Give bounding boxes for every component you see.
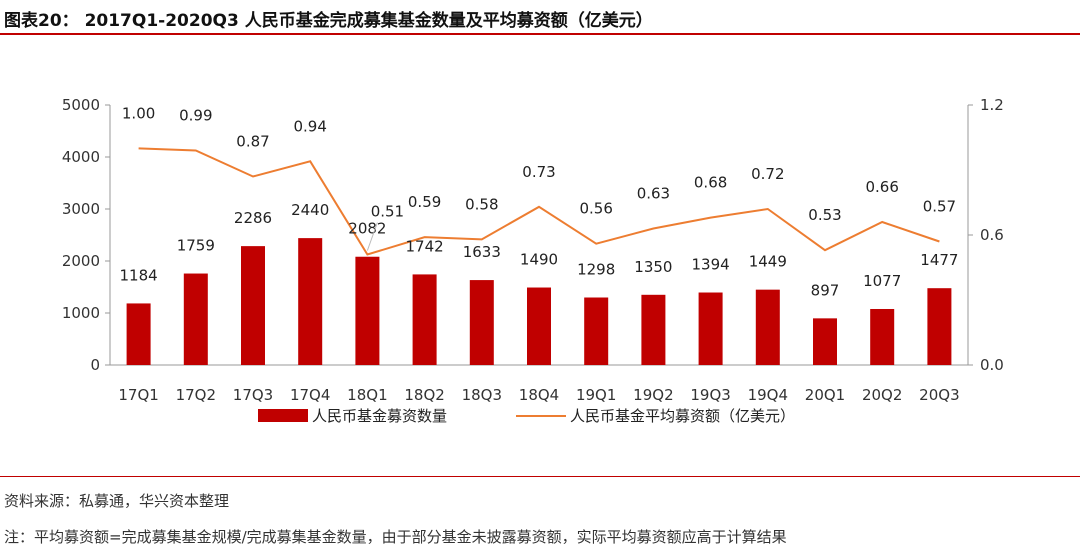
x-tick-label: 18Q4	[519, 386, 559, 404]
left-tick-label: 2000	[62, 252, 100, 270]
bar	[183, 273, 208, 365]
data-labels: 1184 1759 2286 2440 2082 1742 1633 1490 1298 1350…	[120, 104, 959, 299]
line-value-label: 0.53	[808, 206, 841, 224]
bar	[527, 287, 551, 365]
line-value-label: 0.94	[293, 117, 326, 135]
bar-value-label: 1350	[634, 258, 672, 276]
bar-value-label: 1633	[463, 243, 501, 261]
bar	[355, 256, 380, 365]
figure-title: 图表20： 2017Q1-2020Q3 人民币基金完成募集基金数量及平均募资额（…	[4, 11, 653, 31]
line-value-label: 1.00	[122, 104, 155, 122]
right-tick-label: 0.0	[980, 356, 1004, 374]
bar-value-label: 1077	[863, 272, 901, 290]
bar	[927, 288, 952, 365]
left-tick-label: 0	[90, 356, 100, 374]
bar	[412, 274, 437, 365]
right-tick-label: 0.6	[980, 226, 1004, 244]
legend-bar-label: 人民币基金募资数量	[312, 407, 447, 425]
left-tick-label: 3000	[62, 200, 100, 218]
bar-value-label: 1490	[520, 251, 558, 269]
line-value-label: 0.99	[179, 107, 212, 125]
label-leader-line	[366, 222, 378, 251]
bar-value-label: 2440	[291, 201, 329, 219]
legend-line-label: 人民币基金平均募资额（亿美元）	[570, 407, 795, 425]
bar-value-label: 1742	[406, 237, 444, 255]
line-value-label: 0.59	[408, 193, 441, 211]
line-value-label: 0.63	[637, 185, 670, 203]
bar-series	[126, 238, 952, 365]
line-value-label: 0.72	[751, 165, 784, 183]
bar	[641, 294, 666, 365]
bar	[813, 318, 837, 365]
footnote: 注：平均募资额=完成募集基金规模/完成募集基金数量，由于部分基金未披露募资额，实…	[4, 528, 787, 546]
bar-value-label: 1449	[749, 253, 787, 271]
bar	[755, 289, 780, 365]
right-tick-label: 1.2	[980, 96, 1004, 114]
x-tick-label: 17Q3	[233, 386, 273, 404]
x-tick-label: 18Q3	[462, 386, 502, 404]
x-tick-label: 19Q2	[633, 386, 673, 404]
bar-value-label: 897	[811, 281, 840, 299]
bar	[241, 246, 265, 365]
left-tick-label: 5000	[62, 96, 100, 114]
x-tick-label: 19Q1	[576, 386, 616, 404]
x-tick-label: 19Q4	[748, 386, 788, 404]
bar	[870, 308, 895, 365]
bar	[469, 280, 494, 365]
line-value-label: 0.51	[371, 203, 404, 221]
source-note: 资料来源：私募通，华兴资本整理	[4, 492, 230, 510]
bar	[298, 238, 323, 365]
chart: 0 1000 2000 3000 4000 5000 0.0 0.6 1.2 17Q1 17Q2 17…	[62, 96, 1004, 425]
line-value-label: 0.87	[236, 133, 269, 151]
footer-rule	[0, 476, 1080, 477]
x-tick-label: 20Q3	[919, 386, 959, 404]
line-value-label: 0.73	[522, 163, 555, 181]
line-value-label: 0.68	[694, 174, 727, 192]
x-tick-label: 17Q4	[290, 386, 330, 404]
title-rule	[0, 33, 1080, 35]
legend-bar-swatch	[258, 409, 308, 422]
x-tick-label: 17Q2	[176, 386, 216, 404]
line-value-label: 0.57	[923, 198, 956, 216]
bar	[126, 303, 151, 365]
bar-value-label: 1759	[177, 237, 215, 255]
line-value-label: 0.58	[465, 195, 498, 213]
chart-axes: 0 1000 2000 3000 4000 5000 0.0 0.6 1.2 17Q1 17Q2 17…	[62, 96, 1004, 404]
x-tick-label: 20Q1	[805, 386, 845, 404]
bar-value-label: 1298	[577, 261, 615, 279]
x-tick-label: 20Q2	[862, 386, 902, 404]
left-tick-label: 4000	[62, 148, 100, 166]
x-tick-label: 19Q3	[690, 386, 730, 404]
legend: 人民币基金募资数量 人民币基金平均募资额（亿美元）	[258, 407, 795, 425]
line-value-label: 0.66	[865, 178, 898, 196]
x-tick-label: 18Q2	[404, 386, 444, 404]
bar-value-label: 1184	[120, 266, 158, 284]
line-series	[138, 147, 940, 256]
bar	[698, 292, 723, 365]
bar-value-label: 2082	[348, 220, 386, 238]
x-tick-label: 17Q1	[118, 386, 158, 404]
bar-value-label: 1394	[692, 256, 730, 274]
line-value-label: 0.56	[579, 200, 612, 218]
bar	[584, 297, 609, 365]
bar-value-label: 1477	[920, 251, 958, 269]
left-tick-label: 1000	[62, 304, 100, 322]
x-tick-label: 18Q1	[347, 386, 387, 404]
bar-value-label: 2286	[234, 209, 272, 227]
